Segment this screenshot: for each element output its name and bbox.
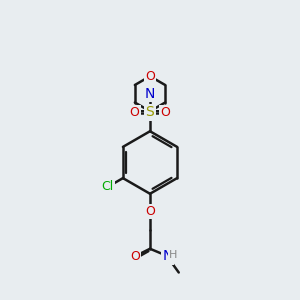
Text: S: S — [146, 106, 154, 119]
Text: O: O — [130, 250, 140, 263]
Text: N: N — [162, 249, 173, 263]
Text: Cl: Cl — [102, 180, 114, 194]
Text: H: H — [169, 250, 177, 260]
Text: O: O — [160, 106, 170, 119]
Text: O: O — [145, 70, 155, 83]
Text: N: N — [145, 87, 155, 101]
Text: O: O — [130, 106, 140, 119]
Text: O: O — [145, 205, 155, 218]
